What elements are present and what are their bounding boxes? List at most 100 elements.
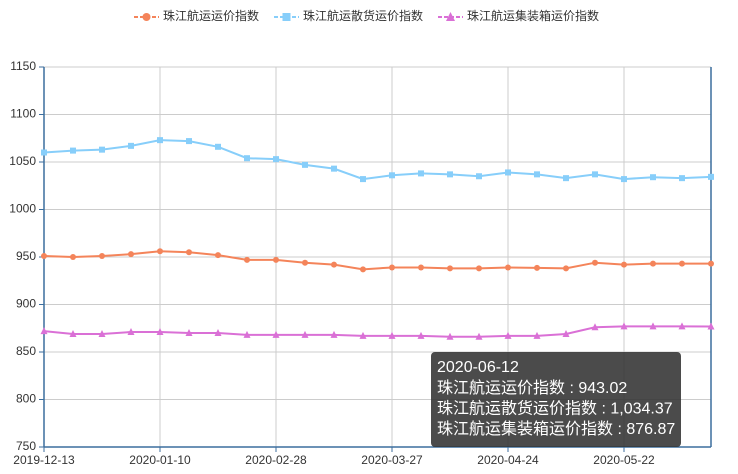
marker [533,331,541,339]
marker [446,332,454,340]
marker [302,161,308,168]
y-tick-label: 1100 [10,107,36,121]
x-tick-label: 2020-03-27 [361,453,423,467]
marker [186,249,192,256]
x-tick-label: 2020-04-24 [477,453,539,467]
marker [244,256,250,263]
marker [215,252,221,259]
marker [142,13,151,21]
marker [592,171,598,178]
series-line [43,325,712,338]
marker [621,176,627,183]
marker [282,13,291,21]
marker [128,251,134,258]
marker [563,175,569,182]
marker [447,171,453,178]
marker [707,322,715,330]
marker [475,332,483,340]
marker [214,329,222,336]
tooltip-value: 1,034.37 [610,401,672,418]
marker [331,165,337,172]
marker [679,175,685,182]
marker [563,265,569,272]
tooltip-name: 珠江航运运价指数 [437,379,565,397]
y-tick-label: 1000 [9,202,36,216]
marker [650,174,656,181]
marker [360,176,366,183]
y-tick-label: 800 [16,392,36,406]
marker [620,322,628,330]
legend-item: 珠江航运集装箱运价指数 [438,8,599,23]
marker [128,142,134,149]
marker [69,329,77,337]
marker [273,256,279,263]
marker [592,259,598,266]
marker [389,172,395,179]
tooltip-value: 943.02 [578,380,627,397]
legend-item: 珠江航运运价指数 [134,8,259,23]
y-tick-label: 1050 [9,154,36,168]
tooltip-name: 珠江航运散货运价指数 [437,400,597,418]
y-tick-label: 950 [16,249,36,263]
marker [708,260,714,267]
tooltip-name: 珠江航运集装箱运价指数 [437,420,613,438]
marker [447,265,453,272]
marker [331,261,337,268]
tooltip: 2020-06-12 珠江航运运价指数 : 943.02 珠江航运散货运价指数 : … [431,352,681,447]
marker [359,331,367,339]
y-tick-label: 900 [16,297,36,311]
marker [360,266,366,273]
marker [244,155,250,162]
tooltip-box [431,352,681,447]
marker [389,264,395,271]
marker [476,173,482,180]
x-tick-label: 2019-12-13 [13,453,75,467]
marker [534,171,540,178]
marker [99,253,105,260]
x-tick-label: 2020-02-28 [245,453,307,467]
marker [504,331,512,339]
y-tick-label: 850 [16,344,36,358]
marker [505,169,511,176]
legend-label: 珠江航运运价指数 [163,8,259,23]
marker [388,331,396,339]
marker [708,173,714,180]
marker [534,264,540,271]
marker [273,156,279,163]
tooltip-row: 珠江航运运价指数 : 943.02 [437,379,627,397]
marker [418,264,424,271]
marker [243,330,251,338]
marker [185,329,193,336]
marker [650,260,656,267]
marker [186,138,192,145]
marker [621,261,627,268]
tooltip-sep: : [597,401,610,418]
tooltip-row: 珠江航运集装箱运价指数 : 876.87 [437,420,675,438]
marker [649,322,657,330]
tooltip-value: 876.87 [626,421,675,438]
marker [418,170,424,177]
y-tick-label: 750 [16,439,36,453]
marker [99,146,105,153]
legend-item: 珠江航运散货运价指数 [274,8,423,23]
marker [157,137,163,144]
marker [678,322,686,330]
marker [40,327,48,335]
marker [301,330,309,338]
marker [215,143,221,150]
tooltip-title: 2020-06-12 [437,359,519,376]
marker [127,328,135,336]
tooltip-sep: : [565,380,578,397]
marker [591,323,599,331]
marker [302,259,308,266]
marker [157,248,163,255]
marker [330,330,338,338]
legend-label: 珠江航运集装箱运价指数 [467,8,599,23]
marker [476,265,482,272]
legend-label: 珠江航运散货运价指数 [303,8,423,23]
tooltip-row: 珠江航运散货运价指数 : 1,034.37 [437,400,673,418]
marker [70,254,76,260]
series-line [43,250,712,271]
marker [41,149,47,156]
